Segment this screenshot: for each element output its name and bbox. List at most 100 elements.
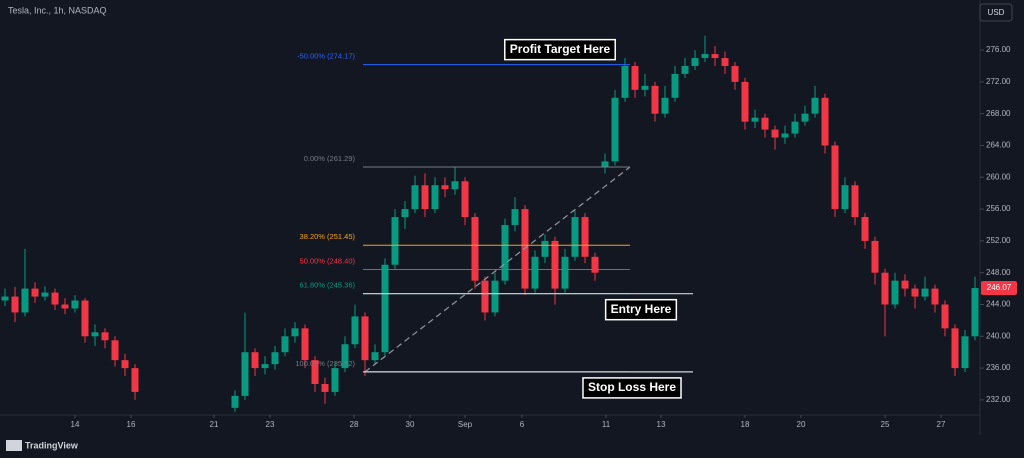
candle-body [231, 395, 239, 408]
candle-body [551, 240, 559, 289]
fib-label: 61.80% (245.36) [300, 281, 356, 290]
candle-body [901, 280, 909, 289]
candle-body [281, 336, 289, 353]
currency[interactable]: USD [988, 8, 1005, 17]
candle-body [291, 328, 299, 337]
candle-body [81, 300, 89, 337]
candle-body [511, 209, 519, 225]
candle-body [621, 65, 629, 98]
candle-body [471, 217, 479, 281]
candle-body [51, 292, 59, 305]
currency-box[interactable] [979, 3, 1013, 22]
candle-body [451, 181, 459, 190]
candle-body [601, 161, 609, 167]
candle-body [721, 58, 729, 66]
candle-body [261, 364, 269, 369]
fib-label: 0.00% (261.29) [304, 154, 356, 163]
y-tick-label: 260.00 [986, 172, 1011, 181]
candle-body [1, 296, 9, 301]
candle-body [801, 113, 809, 122]
candle-body [771, 129, 779, 138]
candle-body [891, 280, 899, 305]
candle-body [461, 181, 469, 218]
candle-body [881, 272, 889, 305]
x-tick-label: Sep [458, 420, 473, 429]
candle-body [131, 368, 139, 392]
candle-body [731, 65, 739, 82]
candle-body [961, 336, 969, 369]
annotation-box [504, 38, 616, 61]
candle-body [871, 240, 879, 273]
candle-body [441, 185, 449, 190]
y-tick-label: 272.00 [986, 77, 1011, 86]
fib-label: -50.00% (274.17) [297, 52, 355, 61]
candle-body [531, 256, 539, 289]
candle-body [101, 332, 109, 341]
x-tick-label: 21 [210, 420, 219, 429]
candle-body [681, 65, 689, 74]
candle-body [711, 54, 719, 59]
candle-body [501, 224, 509, 281]
x-tick-label: 25 [881, 420, 890, 429]
x-tick-label: 27 [937, 420, 946, 429]
candle-body [331, 368, 339, 392]
x-tick-label: 18 [741, 420, 750, 429]
candle-body [671, 73, 679, 98]
candle-body [921, 288, 929, 297]
candle-body [811, 97, 819, 114]
x-tick-label: 11 [602, 420, 611, 429]
x-tick-label: 30 [406, 420, 415, 429]
candle-body [691, 58, 699, 66]
x-tick-label: 28 [350, 420, 359, 429]
candle-body [641, 85, 649, 90]
x-tick-label: 20 [797, 420, 806, 429]
candle-body [71, 300, 79, 309]
annotation: Entry Here [611, 302, 672, 316]
candle-body [241, 352, 249, 396]
candle-body [941, 304, 949, 329]
candle-body [611, 97, 619, 162]
candle-body [861, 217, 869, 241]
candle-body [61, 304, 69, 309]
trend-line [364, 166, 631, 373]
candle-body [311, 360, 319, 384]
y-tick-label: 248.00 [986, 268, 1011, 277]
candle-body [741, 81, 749, 122]
candle-body [751, 117, 759, 122]
candle-body [911, 288, 919, 297]
y-tick-label: 276.00 [986, 45, 1011, 54]
candle-body [121, 360, 129, 369]
candle-body [851, 185, 859, 218]
candle-body [341, 344, 349, 369]
candle-body [11, 296, 19, 313]
y-tick-label: 264.00 [986, 141, 1011, 150]
annotation: Profit Target Here [510, 42, 611, 56]
candle-body [371, 352, 379, 361]
candle-body [361, 316, 369, 361]
candle-body [651, 85, 659, 114]
candle-body [41, 292, 49, 297]
candle-body [841, 185, 849, 210]
y-tick-label: 240.00 [986, 331, 1011, 340]
candle-body [391, 217, 399, 265]
candle-body [351, 316, 359, 345]
candle-body [481, 280, 489, 313]
chart-title: Tesla, Inc., 1h, NASDAQ [8, 5, 107, 15]
candle-body [321, 383, 329, 392]
candle-body [591, 256, 599, 273]
candle-body [421, 185, 429, 210]
candle-body [561, 256, 569, 289]
brand: TradingView [25, 440, 79, 450]
plot-area [1, 35, 979, 412]
annotation-box [582, 377, 682, 399]
candle-body [411, 185, 419, 210]
y-tick-label: 268.00 [986, 109, 1011, 118]
candle-body [111, 340, 119, 361]
candle-body [301, 328, 309, 361]
x-tick-label: 13 [657, 420, 666, 429]
candle-body [401, 209, 409, 218]
candle-body [631, 65, 639, 90]
